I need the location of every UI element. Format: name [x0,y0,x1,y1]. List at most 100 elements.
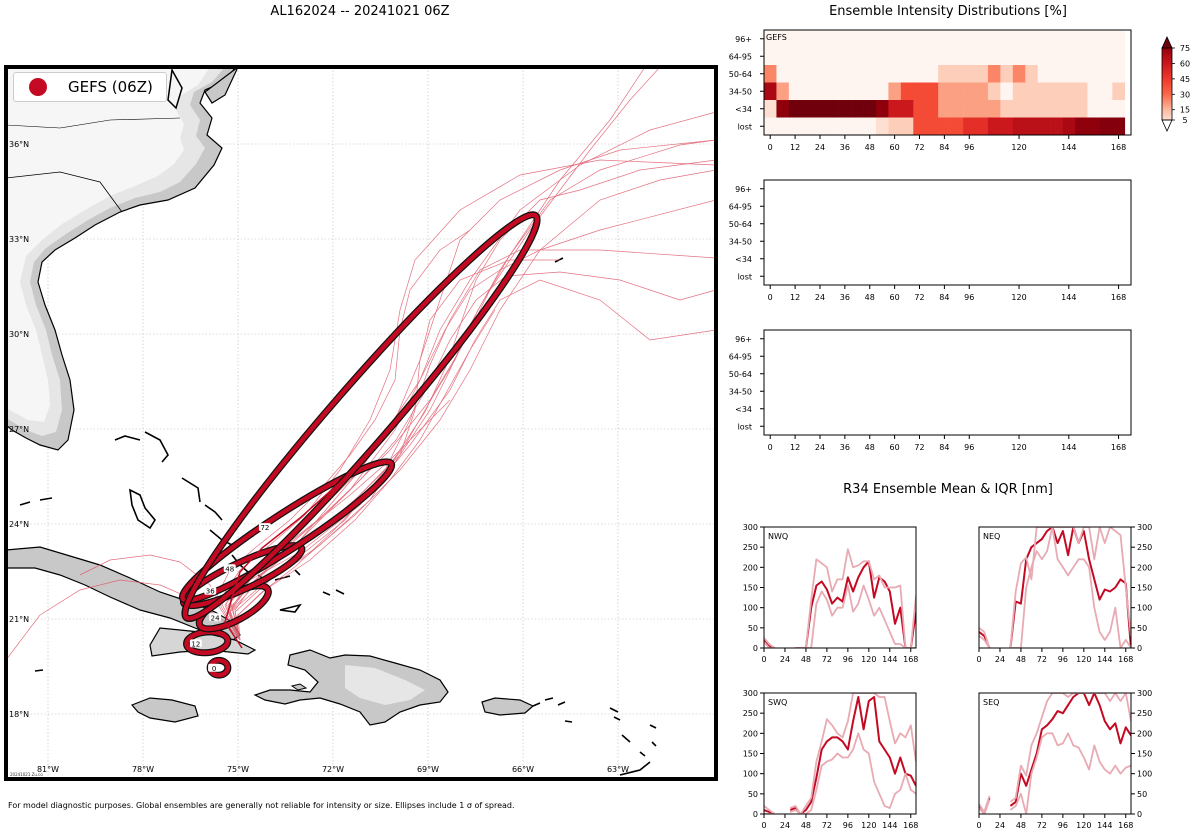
heatmap-cell [888,117,902,136]
heatmap-xtick-label: 36 [840,293,850,302]
heatmap-cell [950,65,964,83]
heatmap-cell [1037,117,1051,136]
colorbar-step [1162,69,1172,72]
ellipse-label-bg [223,564,236,573]
r34-ytick-label: 150 [743,750,758,759]
heatmap-cell [1000,30,1014,48]
heatmap-cell [1025,117,1038,136]
colorbar-step [1162,90,1172,92]
heatmap-cell [1050,65,1063,83]
r34-ytick-label: 0 [1137,644,1142,653]
colorbar-step [1162,95,1172,97]
heatmap-cell [950,47,964,66]
lat-label: 24°N [9,520,29,529]
heatmap-row-label: 34-50 [729,387,752,396]
heatmap-cell [1025,82,1038,101]
ellipse-label-48: 48 [225,565,234,573]
heatmap-cell [1012,117,1026,136]
heatmap-cell [813,30,827,48]
heatmap-cell [776,47,790,66]
heatmap-cell [1112,30,1126,48]
colorbar-step [1162,116,1172,119]
heatmap-cell [950,30,964,48]
heatmap-cell [1075,65,1088,83]
heatmap-cell [1087,65,1101,83]
heatmap-cell [1112,47,1126,66]
heatmap-cell [925,117,939,136]
r34-xtick-label: 24 [780,821,790,830]
heatmap-cell [863,30,877,48]
heatmap-row-label: <34 [735,405,752,414]
heatmap-xtick-label: 168 [1111,293,1126,302]
colorbar-step [1162,103,1172,106]
heatmap-row-label: <34 [735,255,752,264]
heatmap-cell [900,117,914,136]
heatmap-row-label: 34-50 [729,87,752,96]
heatmap-xtick-label: 120 [1011,443,1026,452]
heatmap-cell [1037,65,1051,83]
heatmap-cell [1087,117,1101,136]
heatmap-xtick-label: 84 [939,293,949,302]
heatmap-cell [1075,47,1088,66]
heatmap-cell [900,100,914,118]
heatmap-cell [1000,82,1014,101]
heatmap-cell [1062,47,1076,66]
heatmap-xtick-label: 48 [865,443,875,452]
heatmap-xtick-label: 72 [914,443,924,452]
heatmap-cell [913,47,927,66]
heatmap-cell [1050,100,1063,118]
heatmap-xtick-label: 24 [815,443,825,452]
r34-xtick-label: 144 [1097,655,1112,664]
heatmap-cell [888,30,902,48]
land-hispaniola [130,649,535,726]
legend-label: GEFS (06Z) [68,78,153,96]
colorbar-step [1162,74,1172,77]
ellipse-72h [182,212,540,621]
r34-frame [978,692,1132,815]
heatmap-cell [987,82,1001,101]
r34-xtick-label: 0 [761,655,766,664]
ensemble-mean-track [224,477,346,649]
r34-xtick-label: 168 [903,821,918,830]
r34-ytick-label: 50 [1137,624,1147,633]
colorbar-tick-label: 15 [1180,106,1190,115]
heatmap-cell [801,65,815,83]
heatmap-cell [826,100,839,118]
heatmap-cell [888,100,902,118]
ellipse-48h [180,459,394,603]
intensity-heatmap-gefs: 96+ 64-95 50-64 34-50 <34 lost 0 12 24 36 48 60 72 84… [729,29,1132,152]
heatmap-cell [1025,30,1038,48]
heatmap-xtick-label: 72 [914,143,924,152]
heatmap-row-label: lost [738,272,752,281]
heatmap-cell [838,30,852,48]
heatmap-cell [987,65,1001,83]
footnote: For model diagnostic purposes. Global en… [8,801,515,810]
heatmap-frame [763,179,1132,286]
lon-label: 66°W [512,765,534,774]
heatmap-cell [838,117,852,136]
heatmap-xtick-label: 120 [1011,143,1026,152]
heatmap-cell [1087,82,1101,101]
r34-iqr_low-line [764,732,916,814]
map-lat-labels: 36°N 33°N 30°N 27°N 24°N 21°N 18°N [9,140,29,719]
ellipse-label-36: 36 [206,588,215,596]
heatmap-xtick-label: 144 [1061,443,1076,452]
map-lon-labels: 81°W 78°W 75°W 72°W 69°W 66°W 63°W [37,765,629,774]
colorbar-step [1162,52,1172,54]
r34-ytick-label: 100 [1137,604,1152,613]
colorbar-step [1162,96,1172,98]
r34-ytick-label: 300 [1137,689,1152,698]
heatmap-cell [913,30,927,48]
heatmap-cell [1025,65,1038,83]
r34-panel-label: NWQ [768,532,788,541]
heatmap-cell [875,47,889,66]
heatmap-cell [863,117,877,136]
map-frame [4,65,718,781]
r34-xtick-label: 120 [861,655,876,664]
colorbar-tick-label: 5 [1182,116,1187,125]
colorbar-step [1162,79,1172,82]
heatmap-cell [764,117,777,136]
colorbar-step [1162,99,1172,101]
heatmap-row-label: 64-95 [729,202,752,211]
heatmap-xtick-label: 120 [1011,293,1026,302]
